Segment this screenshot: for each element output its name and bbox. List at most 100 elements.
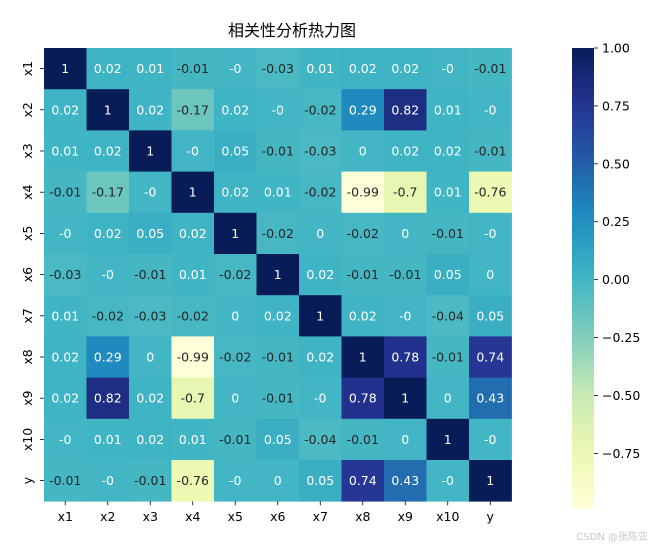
cell-value-label: 0.05 [434, 267, 462, 282]
cell-value-label: -0 [144, 185, 157, 200]
heatmap-cell [214, 130, 257, 172]
cell-value-label: 0 [231, 391, 239, 406]
heatmap-cell [129, 212, 172, 255]
cell-value-label: 0.02 [264, 308, 292, 323]
cell-value-label: 0.02 [179, 226, 207, 241]
heatmap-cell [426, 460, 470, 502]
cell-value-label: -0.02 [304, 185, 336, 200]
cell-value-label: 0 [444, 391, 452, 406]
colorbar-tick-label: 0.00 [602, 272, 630, 287]
heatmap-cell [384, 254, 427, 296]
heatmap-cell [171, 171, 215, 214]
y-tick-label: y [20, 476, 35, 484]
x-tick-label: x1 [58, 509, 73, 524]
heatmap-cell [129, 336, 172, 378]
heatmap-cell [256, 212, 300, 255]
cell-value-label: -0.01 [347, 267, 379, 282]
colorbar-tick-label: 0.25 [602, 214, 630, 229]
cell-value-label: -0.03 [262, 61, 294, 76]
cell-value-label: -0.7 [393, 185, 417, 200]
heatmap-cell [469, 377, 512, 420]
heatmap-cell [44, 295, 87, 337]
x-tick-label: y [487, 509, 495, 524]
heatmap-cells: 1 0.02 0.01 -0.01 -0 -0.03 0.01 0.02 0.02 -0 -0.01… [44, 48, 512, 502]
heatmap-cell [299, 254, 342, 296]
cell-value-label: 0.02 [391, 61, 419, 76]
heatmap-cell [214, 418, 257, 461]
cell-value-label: 0.01 [306, 61, 334, 76]
cell-value-label: -0.99 [177, 350, 209, 365]
cell-value-label: 0.01 [94, 432, 122, 447]
cell-value-label: 0.02 [136, 102, 164, 117]
heatmap-cell [129, 460, 172, 502]
cell-value-label: -0.76 [474, 185, 506, 200]
heatmap-cell [171, 254, 215, 296]
cell-value-label: -0.01 [134, 267, 166, 282]
heatmap-cell [214, 171, 257, 214]
cell-value-label: -0.7 [181, 391, 205, 406]
cell-value-label: -0.04 [432, 308, 464, 323]
heatmap-cell [44, 171, 87, 214]
cell-value-label: -0.02 [347, 226, 379, 241]
y-tick-label: x7 [20, 308, 35, 323]
cell-value-label: -0 [59, 226, 72, 241]
cell-value-label: 1 [359, 350, 367, 365]
heatmap-cell [299, 418, 342, 461]
heatmap-cell [469, 254, 512, 296]
cell-value-label: -0.02 [177, 308, 209, 323]
cell-value-label: -0.99 [347, 185, 379, 200]
heatmap-cell [44, 418, 87, 461]
cell-value-label: -0.02 [219, 267, 251, 282]
cell-value-label: 0.02 [94, 144, 122, 159]
colorbar-tick-label: 0.75 [602, 98, 630, 113]
heatmap-cell [171, 295, 215, 337]
heatmap-cell [171, 212, 215, 255]
colorbar-tick-label: 1.00 [602, 41, 630, 56]
cell-value-label: 0.05 [221, 144, 249, 159]
heatmap-cell [44, 254, 87, 296]
cell-value-label: -0.02 [262, 226, 294, 241]
cell-value-label: 1 [231, 226, 239, 241]
cell-value-label: 0.02 [306, 267, 334, 282]
colorbar: 1.00 0.75 0.50 0.25 0.00 −0.25 −0.50 −0.75 [572, 41, 640, 509]
heatmap-cell [86, 418, 130, 461]
heatmap-cell [44, 377, 87, 420]
heatmap-cell [171, 48, 215, 90]
cell-value-label: 0.05 [476, 308, 504, 323]
heatmap-cell [341, 212, 385, 255]
heatmap-cell [469, 295, 512, 337]
heatmap-cell [469, 212, 512, 255]
x-tick-label: x4 [185, 509, 200, 524]
heatmap-cell [44, 460, 87, 502]
cell-value-label: 0 [231, 308, 239, 323]
cell-value-label: 0.78 [349, 391, 377, 406]
x-tick-label: x10 [436, 509, 459, 524]
heatmap-cell [384, 295, 427, 337]
heatmap-cell [129, 89, 172, 131]
heatmap-cell [426, 295, 470, 337]
cell-value-label: -0.02 [219, 350, 251, 365]
heatmap-cell [129, 254, 172, 296]
heatmap-cell [469, 336, 512, 378]
heatmap-cell [214, 48, 257, 90]
heatmap-cell [341, 460, 385, 502]
cell-value-label: 0.74 [349, 473, 377, 488]
heatmap-cell [341, 48, 385, 90]
heatmap-cell [341, 89, 385, 131]
heatmap-cell [214, 377, 257, 420]
heatmap-cell [86, 254, 130, 296]
y-tick-label: x6 [20, 267, 35, 282]
cell-value-label: 0.02 [51, 102, 79, 117]
cell-value-label: -0.01 [262, 144, 294, 159]
heatmap-cell [256, 295, 300, 337]
cell-value-label: 0.02 [94, 226, 122, 241]
cell-value-label: -0.01 [134, 473, 166, 488]
cell-value-label: 0 [401, 432, 409, 447]
cell-value-label: -0.03 [49, 267, 81, 282]
heatmap-cell [299, 171, 342, 214]
heatmap-cell [129, 418, 172, 461]
cell-value-label: -0 [442, 61, 455, 76]
cell-value-label: 0.29 [349, 102, 377, 117]
heatmap-cell [256, 171, 300, 214]
